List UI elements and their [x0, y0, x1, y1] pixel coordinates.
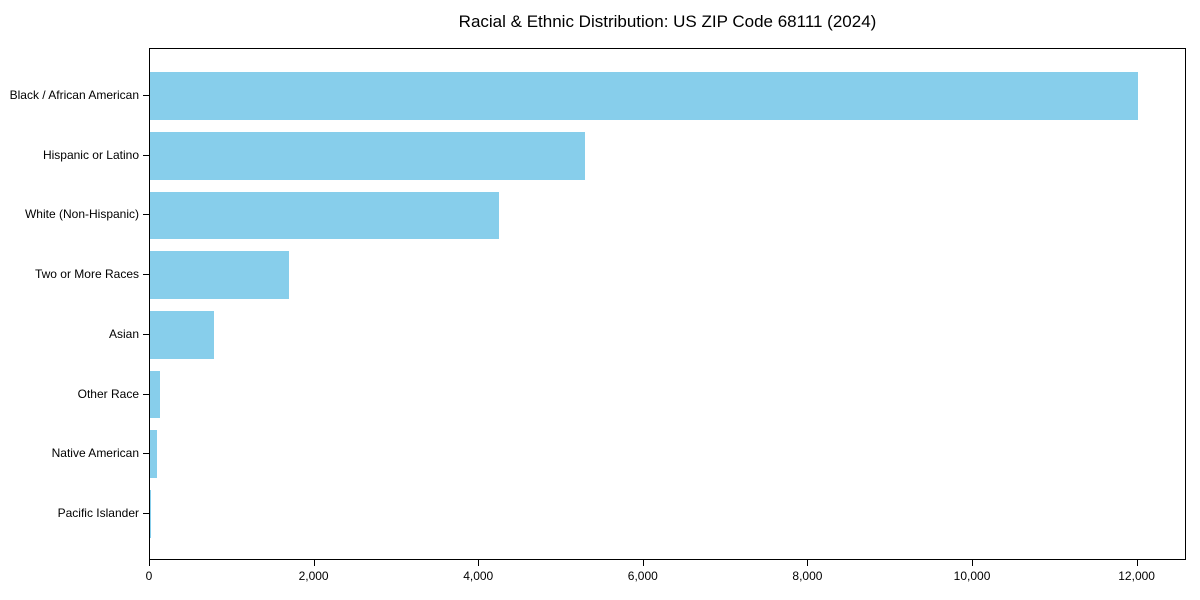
x-axis-tick: [313, 560, 315, 566]
x-axis-tick: [149, 560, 150, 566]
x-axis-tick: [972, 560, 974, 566]
bar: [150, 310, 215, 359]
x-tick-label: 8,000: [792, 569, 823, 583]
y-axis-tick: [143, 214, 149, 216]
y-tick-label: Native American: [51, 446, 139, 461]
x-axis-tick: [642, 560, 644, 566]
y-tick-label: Hispanic or Latino: [42, 147, 139, 162]
y-tick-label: Asian: [108, 326, 139, 341]
y-axis-tick: [143, 333, 149, 335]
x-tick-label: 4,000: [463, 569, 494, 583]
bar: [150, 370, 160, 419]
y-axis-tick: [143, 95, 149, 97]
y-axis-tick: [143, 393, 149, 395]
y-axis-tick: [143, 453, 149, 455]
bar: [150, 131, 585, 180]
y-axis-tick: [143, 274, 149, 276]
x-axis-tick: [807, 560, 809, 566]
x-tick-label: 2,000: [298, 569, 329, 583]
y-tick-label: Black / African American: [9, 88, 139, 103]
chart-title: Racial & Ethnic Distribution: US ZIP Cod…: [458, 12, 877, 31]
x-axis-tick: [1136, 560, 1138, 566]
y-tick-label: Other Race: [77, 386, 139, 401]
y-tick-label: White (Non-Hispanic): [24, 207, 139, 222]
bar: [150, 430, 157, 479]
x-axis-tick: [478, 560, 480, 566]
x-tick-label: 12,000: [1118, 569, 1155, 583]
y-axis-tick: [143, 154, 149, 156]
y-tick-label: Pacific Islander: [57, 505, 139, 520]
x-tick-label: 0: [145, 569, 153, 583]
bar: [150, 72, 1138, 120]
x-tick-label: 10,000: [953, 569, 991, 583]
bar: [150, 489, 151, 538]
bar: [150, 191, 499, 240]
x-tick-label: 6,000: [627, 569, 658, 583]
y-axis-tick: [143, 512, 149, 514]
bar: [150, 251, 290, 300]
plot-area: [149, 48, 1186, 560]
y-tick-label: Two or More Races: [34, 267, 139, 282]
